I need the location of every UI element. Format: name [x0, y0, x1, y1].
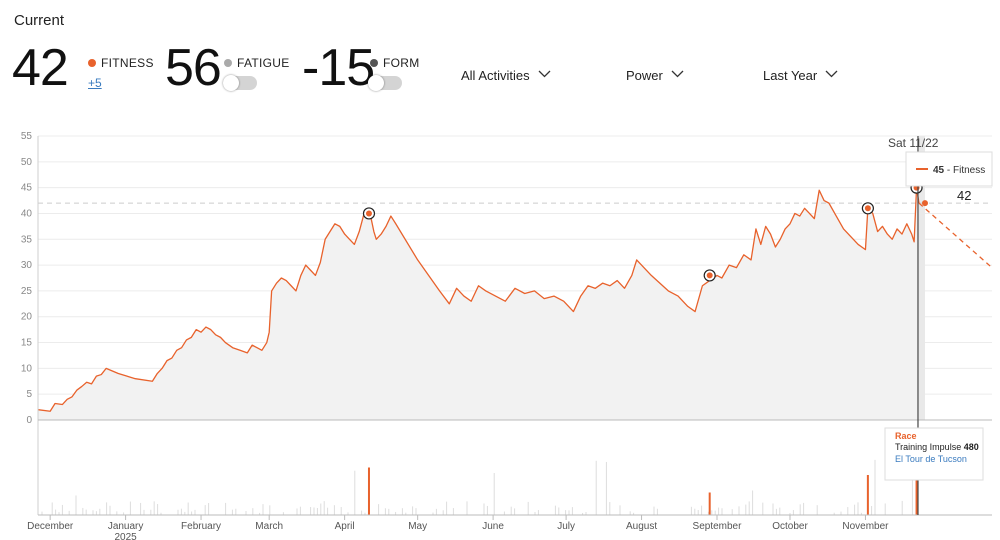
y-tick-label: 40 — [21, 208, 33, 219]
chart-area-layer — [37, 136, 993, 420]
impulse-bars-layer — [41, 455, 918, 515]
fatigue-toggle[interactable] — [223, 75, 257, 91]
race-marker-point — [365, 210, 372, 217]
metric-dropdown[interactable]: Power — [626, 68, 684, 83]
event-type-label: Race — [895, 431, 917, 441]
range-dropdown-label: Last Year — [763, 68, 818, 83]
fitness-projection-line — [918, 202, 993, 269]
x-tick-label: December — [27, 521, 74, 532]
form-metric: -15 FORM — [302, 38, 419, 98]
x-tick-label: May — [408, 521, 427, 532]
y-tick-label: 35 — [21, 234, 33, 245]
y-tick-label: 25 — [21, 286, 33, 297]
x-tick-label: September — [693, 521, 743, 532]
hover-band — [918, 136, 925, 420]
activities-dropdown-label: All Activities — [461, 68, 530, 83]
event-card-box — [884, 427, 984, 481]
x-tick-label: January — [108, 521, 144, 532]
fatigue-metric: 56 FATIGUE — [165, 38, 289, 98]
fatigue-dot-icon — [224, 59, 232, 67]
fitness-value: 42 — [12, 39, 69, 97]
hover-date-label: Sat 11/22 — [888, 136, 939, 150]
current-label: Current — [14, 12, 65, 29]
event-impulse-line: Training Impulse 480 — [895, 442, 979, 452]
chevron-down-icon — [538, 70, 551, 78]
tooltip-series: Fitness — [953, 165, 985, 176]
x-tick-sublabel: 2025 — [114, 532, 137, 540]
chevron-down-icon — [671, 70, 684, 78]
form-value: -15 — [302, 39, 375, 97]
y-tick-label: 45 — [21, 183, 33, 194]
toggle-knob — [223, 75, 239, 91]
fitness-line — [37, 186, 920, 412]
y-tick-label: 20 — [21, 312, 33, 323]
fatigue-label-wrap: FATIGUE — [224, 56, 290, 70]
form-label-wrap: FORM — [370, 56, 420, 70]
race-event-card[interactable]: Race Training Impulse 480 El Tour de Tuc… — [884, 427, 984, 481]
x-tick-label: February — [181, 521, 221, 532]
y-tick-label: 15 — [21, 338, 33, 349]
event-name-link[interactable]: El Tour de Tucson — [895, 454, 967, 464]
y-tick-label: 55 — [21, 131, 33, 142]
y-tick-label: 30 — [21, 260, 33, 271]
range-dropdown[interactable]: Last Year — [763, 68, 838, 83]
fatigue-label: FATIGUE — [237, 56, 290, 70]
race-marker-point — [864, 205, 871, 212]
fitness-area-fill — [38, 187, 919, 420]
fitness-delta-link[interactable]: +5 — [88, 76, 102, 90]
form-label: FORM — [383, 56, 420, 70]
form-dot-icon — [370, 59, 378, 67]
y-tick-label: 0 — [26, 415, 32, 426]
fitness-label: FITNESS — [101, 56, 154, 70]
chevron-down-icon — [825, 70, 838, 78]
x-tick-label: July — [557, 521, 575, 532]
toggle-knob — [368, 75, 384, 91]
projection-start-point — [921, 200, 928, 207]
hover-tooltip: Sat 11/22 45 - Fitness 42 — [888, 136, 993, 203]
metric-dropdown-label: Power — [626, 68, 663, 83]
fatigue-value: 56 — [165, 39, 222, 97]
y-tick-label: 5 — [26, 389, 32, 400]
activities-dropdown[interactable]: All Activities — [461, 68, 551, 83]
x-tick-label: June — [482, 521, 504, 532]
tooltip-value: 45 — [933, 165, 945, 176]
fitness-metric: 42 FITNESS +5 — [12, 38, 153, 98]
form-toggle[interactable] — [368, 75, 402, 91]
x-tick-label: March — [255, 521, 283, 532]
fitness-label-wrap: FITNESS — [88, 56, 154, 70]
x-tick-label: April — [335, 521, 355, 532]
x-tick-label: August — [626, 521, 657, 532]
x-tick-label: October — [772, 521, 808, 532]
race-marker-point — [706, 272, 713, 279]
event-impulse-value: 480 — [964, 442, 979, 452]
y-tick-label: 50 — [21, 157, 33, 168]
y-tick-label: 10 — [21, 363, 33, 374]
x-tick-label: November — [842, 521, 889, 532]
tooltip-text: 45 - Fitness — [933, 165, 985, 176]
fitness-dot-icon — [88, 59, 96, 67]
end-value-label: 42 — [957, 188, 971, 203]
event-impulse-label: Training Impulse — [895, 442, 961, 452]
